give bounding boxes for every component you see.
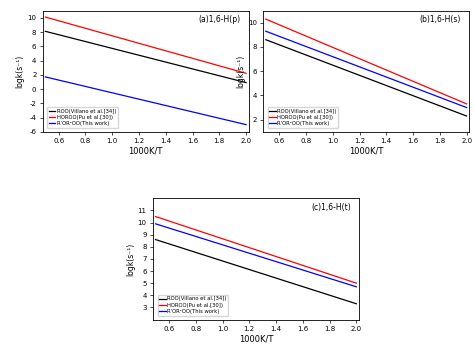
- Text: (a)1,6-H(p): (a)1,6-H(p): [199, 16, 240, 24]
- Legend: ROO(Villano et al.[34]), HOROO(Pu et al.[30]), RʹOR²OO(This work): ROO(Villano et al.[34]), HOROO(Pu et al.…: [47, 107, 118, 128]
- X-axis label: 1000K/T: 1000K/T: [128, 147, 163, 156]
- Y-axis label: logk(s⁻¹): logk(s⁻¹): [236, 55, 245, 88]
- Y-axis label: logk(s⁻¹): logk(s⁻¹): [16, 55, 25, 88]
- Text: (c)1,6-H(t): (c)1,6-H(t): [311, 203, 351, 212]
- Y-axis label: logk(s⁻¹): logk(s⁻¹): [126, 242, 135, 275]
- Legend: ROO(Villano et al.[34]), HOROO(Pu et al.[30]), RʹOR²OO(This work): ROO(Villano et al.[34]), HOROO(Pu et al.…: [157, 295, 228, 316]
- Text: (b)1,6-H(s): (b)1,6-H(s): [419, 16, 461, 24]
- X-axis label: 1000K/T: 1000K/T: [239, 334, 273, 344]
- X-axis label: 1000K/T: 1000K/T: [349, 147, 383, 156]
- Legend: ROO(Villano et al.[34]), HOROO(Pu et al.[30]), RʹOR²OO(This work): ROO(Villano et al.[34]), HOROO(Pu et al.…: [268, 107, 338, 128]
